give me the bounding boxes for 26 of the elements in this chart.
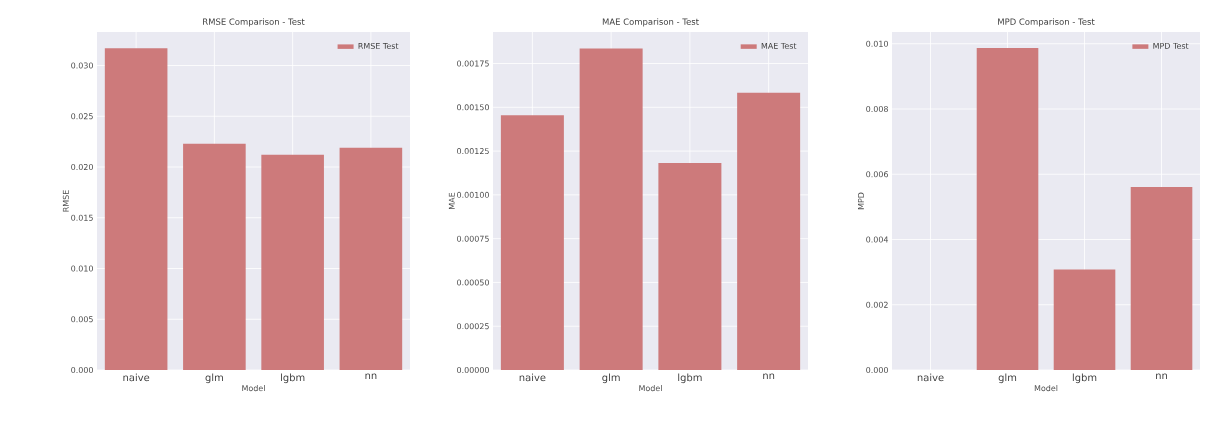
chart-title: MPD Comparison - Test: [998, 18, 1095, 27]
x-tick-label: naive: [519, 373, 546, 382]
x-tick-label: lgbm: [1072, 373, 1097, 384]
x-tick-label: naive: [917, 373, 944, 382]
x-tick-label: naive: [123, 373, 150, 382]
x-tick-label: lgbm: [678, 373, 702, 384]
chart-title: RMSE Comparison - Test: [203, 18, 305, 27]
bar: [339, 147, 403, 370]
x-tick-label: glm: [602, 373, 620, 384]
chart-title: MAE Comparison - Test: [602, 18, 699, 27]
bar: [658, 163, 722, 370]
bar: [1053, 269, 1116, 370]
bar: [183, 143, 246, 370]
x-tick-label: nn: [1156, 373, 1167, 380]
x-tick-label: glm: [998, 373, 1017, 384]
bar: [261, 154, 324, 370]
x-tick-label: glm: [205, 373, 223, 384]
x-tick-label: nn: [763, 373, 775, 380]
bar: [500, 115, 564, 370]
bar: [104, 48, 168, 370]
bar: [579, 48, 643, 370]
bar: [1130, 186, 1193, 370]
bar: [737, 92, 801, 370]
x-tick-label: nn: [365, 373, 377, 380]
x-tick-label: lgbm: [281, 373, 305, 384]
bar: [976, 47, 1039, 370]
